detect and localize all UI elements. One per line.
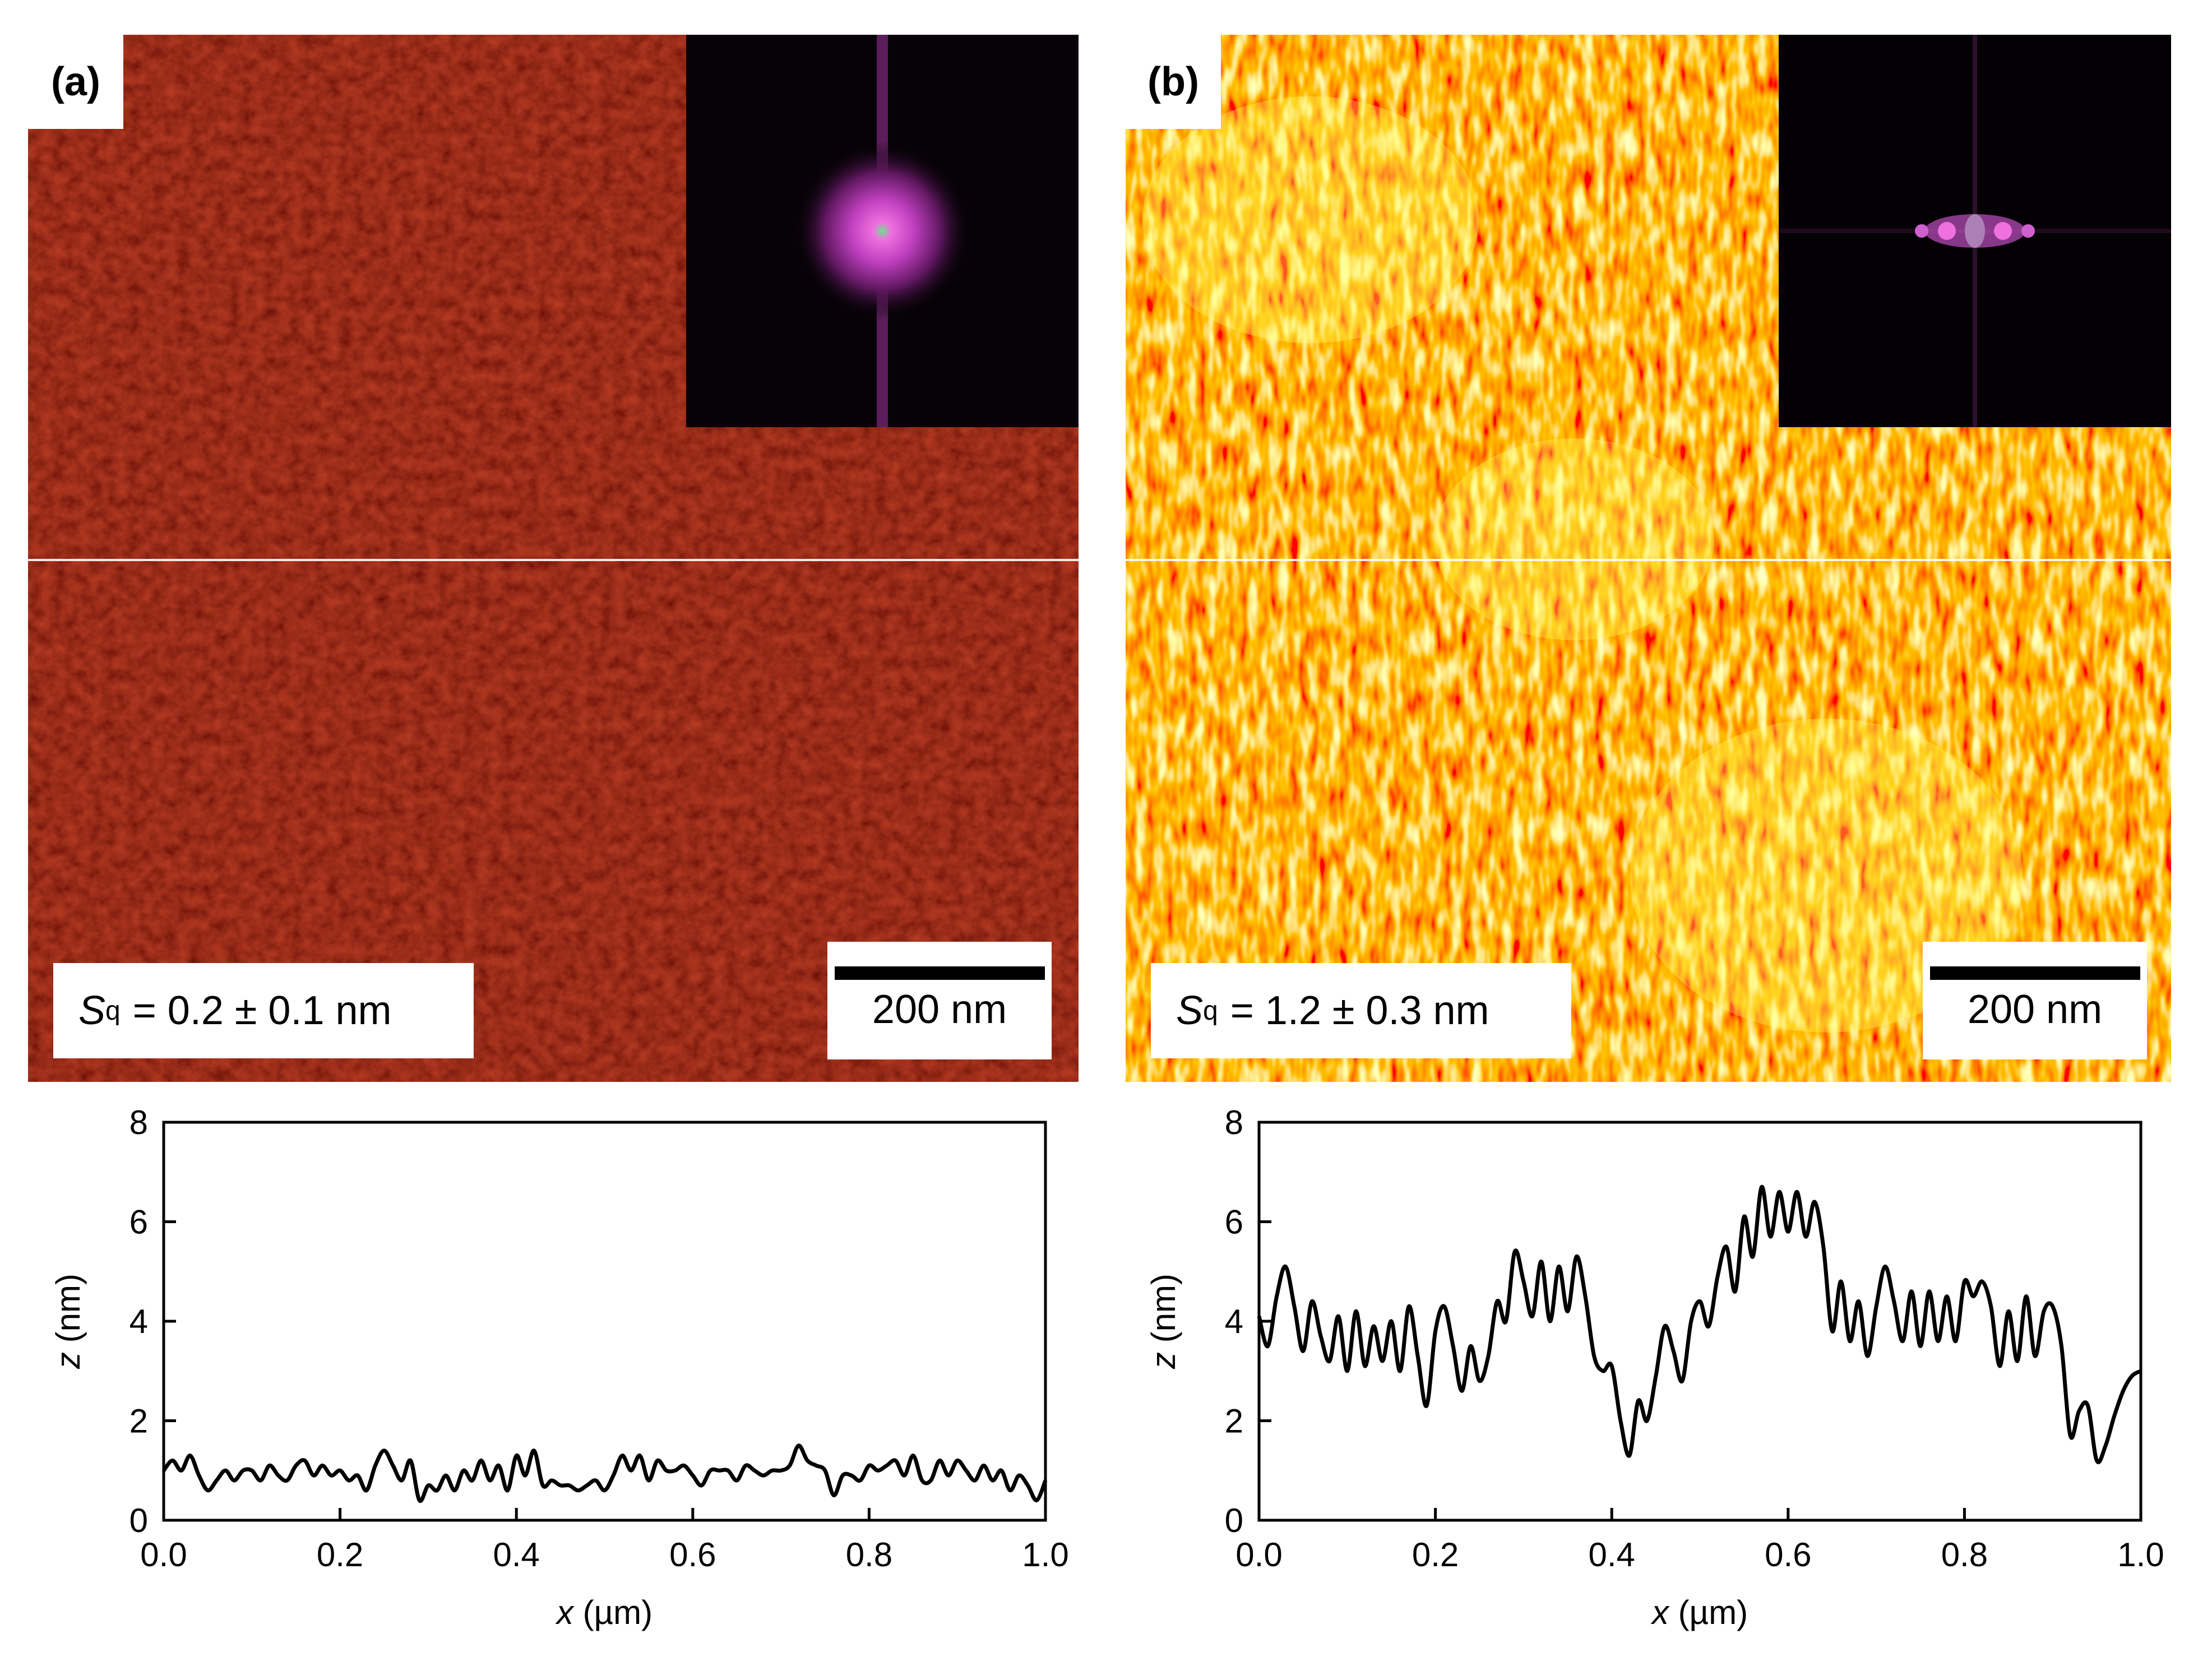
panel-label-b: (b): [1126, 35, 1221, 129]
panel-label-a: (a): [28, 35, 123, 129]
x-tick-label-b: 0.8: [1941, 1536, 1988, 1573]
scale-box-a: 200 nm: [827, 942, 1052, 1059]
fft-inset-a: [686, 35, 1079, 427]
x-axis-label-b: x (µm): [1650, 1594, 1748, 1631]
sq-subscript-a: q: [105, 996, 121, 1026]
scale-bar-a: [835, 966, 1045, 980]
x-tick-label-b: 0.6: [1765, 1536, 1811, 1573]
x-tick-label-b: 0.4: [1588, 1536, 1635, 1573]
scale-label-a: 200 nm: [872, 987, 1007, 1032]
y-axis-label-a: z (nm): [49, 1274, 87, 1369]
x-tick-label-a: 0.0: [140, 1536, 187, 1573]
x-tick-label-a: 0.4: [493, 1536, 539, 1573]
series-line-a: [162, 1443, 1048, 1503]
x-tick-label-b: 1.0: [2117, 1536, 2164, 1573]
series-line-b: [1257, 1184, 2142, 1464]
grain-overlay-b: [1142, 96, 2023, 1033]
sq-symbol-b: S: [1176, 988, 1204, 1033]
profile-line-a: [28, 559, 1079, 561]
scale-label-b: 200 nm: [1967, 987, 2103, 1032]
y-tick-label-a: 2: [129, 1403, 148, 1440]
scale-bar-b: [1930, 966, 2140, 980]
profile-plot-b: 0.0 0.2 0.4 0.6 0.8 1.0 0 2 4 6 8 x (µm) z (nm): [1099, 1099, 2198, 1680]
sq-subscript-b: q: [1203, 996, 1218, 1026]
profile-line-b: [1126, 559, 2171, 561]
sq-text-b: = 1.2 ± 0.3 nm: [1230, 988, 1489, 1033]
y-tick-label-b: 8: [1225, 1104, 1243, 1141]
x-tick-label-a: 1.0: [1022, 1536, 1068, 1573]
y-tick-label-b: 2: [1225, 1403, 1243, 1440]
scale-box-b: 200 nm: [1923, 942, 2147, 1059]
y-tick-label-b: 0: [1225, 1502, 1243, 1539]
y-tick-label-b: 6: [1225, 1204, 1243, 1241]
x-tick-label-a: 0.8: [846, 1536, 892, 1573]
y-tick-label-a: 8: [129, 1104, 148, 1141]
fft-inset-b: [1779, 35, 2171, 427]
fft-spots-b: [1915, 214, 2035, 248]
plot-frame-a: [162, 1121, 1047, 1522]
y-tick-label-a: 6: [129, 1204, 148, 1241]
x-tick-label-b: 0.2: [1412, 1536, 1459, 1573]
x-axis-label-a: x (µm): [555, 1594, 653, 1631]
y-axis-label-b: z (nm): [1145, 1274, 1182, 1369]
y-tick-label-a: 0: [129, 1502, 148, 1539]
fft-spot-a: [793, 141, 972, 321]
y-tick-label-b: 4: [1225, 1303, 1243, 1340]
x-tick-label-a: 0.2: [317, 1536, 363, 1573]
sq-text-a: = 0.2 ± 0.1 nm: [132, 988, 392, 1033]
x-tick-label-b: 0.0: [1235, 1536, 1282, 1573]
x-tick-label-a: 0.6: [669, 1536, 716, 1573]
profile-plot-a: 0.0 0.2 0.4 0.6 0.8 1.0 0 2 4 6 8 x (µm) z (nm): [0, 1099, 1099, 1680]
y-tick-label-a: 4: [129, 1303, 148, 1340]
sq-symbol-a: S: [78, 988, 106, 1033]
